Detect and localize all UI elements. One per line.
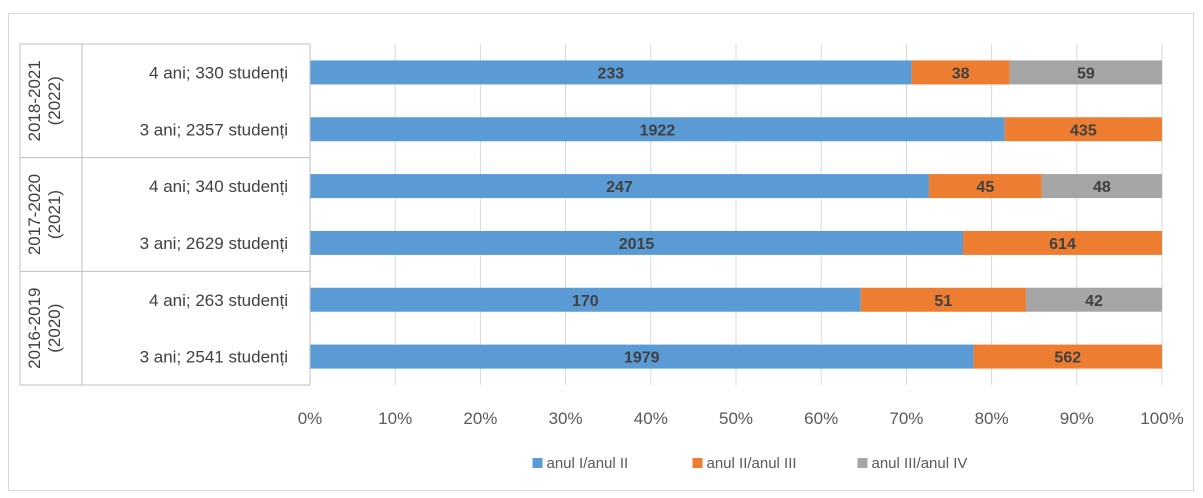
x-tick-label: 70% <box>889 409 923 428</box>
x-tick-label: 40% <box>634 409 668 428</box>
legend-swatch <box>532 458 543 468</box>
bar-segment <box>1009 60 1162 85</box>
category-axis: 4 ani; 330 studenți 3 ani; 2357 studenți 4… <box>19 43 311 386</box>
legend-swatch <box>692 458 703 468</box>
group-label-line: 2018-2021 <box>25 60 44 141</box>
data-label: 42 <box>1085 293 1103 310</box>
bar-segment <box>963 230 1162 255</box>
data-label: 614 <box>1049 236 1076 253</box>
legend: anul I/anul II anul II/anul III anul III/a… <box>532 455 968 472</box>
data-label: 59 <box>1077 65 1095 82</box>
data-label: 170 <box>572 293 599 310</box>
bar-segment <box>310 287 861 312</box>
data-label: 562 <box>1054 350 1081 367</box>
group-label: 2018-2021(2022) <box>25 60 64 141</box>
data-labels: 233 38 59 1922 435 247 45 48 2015 614 170 51 42 1979 5… <box>572 65 1111 366</box>
x-tick-labels: 0% 10% 20% 30% 40% 50% 60% 70% 80% 90% 100% <box>298 409 1184 428</box>
bar-segment <box>1004 117 1162 142</box>
data-label: 38 <box>952 65 970 82</box>
category-label: 4 ani; 263 studenți <box>149 291 288 310</box>
x-tick-label: 100% <box>1140 409 1183 428</box>
x-tick-label: 60% <box>804 409 838 428</box>
legend-label: anul III/anul IV <box>872 455 968 472</box>
legend-label: anul I/anul II <box>547 455 629 472</box>
x-tick-label: 0% <box>298 409 323 428</box>
x-tick-label: 30% <box>549 409 583 428</box>
legend-swatch <box>857 458 868 468</box>
data-label: 1979 <box>624 350 660 367</box>
bar-segment <box>310 174 929 199</box>
data-label: 51 <box>934 293 952 310</box>
x-tick-label: 50% <box>719 409 753 428</box>
category-label: 4 ani; 330 studenți <box>149 63 288 82</box>
gridlines <box>309 44 1163 385</box>
bar-segment <box>928 174 1042 199</box>
group-label-line: (2021) <box>45 190 64 239</box>
x-tick-label: 10% <box>378 409 412 428</box>
category-label: 4 ani; 340 studenți <box>149 177 288 196</box>
bar-segment <box>1025 287 1162 312</box>
bar-segment <box>310 344 974 369</box>
bar-segment <box>310 230 964 255</box>
group-label-line: (2020) <box>45 304 64 353</box>
data-label: 247 <box>606 179 633 196</box>
category-label: 3 ani; 2357 studenți <box>140 120 288 139</box>
group-label-line: 2016-2019 <box>25 288 44 369</box>
bar-segment <box>310 117 1005 142</box>
bar-segment <box>973 344 1162 369</box>
bar-segment <box>860 287 1026 312</box>
x-tick-label: 80% <box>975 409 1009 428</box>
data-label: 435 <box>1070 122 1097 139</box>
data-label: 1922 <box>640 122 676 139</box>
bar-segment <box>310 60 912 85</box>
data-label: 233 <box>597 65 624 82</box>
group-label-line: 2017-2020 <box>25 174 44 255</box>
x-tick-label: 20% <box>463 409 497 428</box>
legend-label: anul II/anul III <box>707 455 797 472</box>
data-label: 48 <box>1093 179 1111 196</box>
group-label: 2017-2020(2021) <box>25 174 64 255</box>
group-label: 2016-2019(2020) <box>25 288 64 369</box>
data-label: 45 <box>976 179 994 196</box>
category-label: 3 ani; 2629 studenți <box>140 234 288 253</box>
category-label: 3 ani; 2541 studenți <box>140 348 288 367</box>
bars <box>310 60 1162 369</box>
group-label-line: (2022) <box>45 76 64 125</box>
x-tick-label: 90% <box>1060 409 1094 428</box>
bar-segment <box>1041 174 1162 199</box>
data-label: 2015 <box>619 236 655 253</box>
bar-segment <box>911 60 1010 85</box>
